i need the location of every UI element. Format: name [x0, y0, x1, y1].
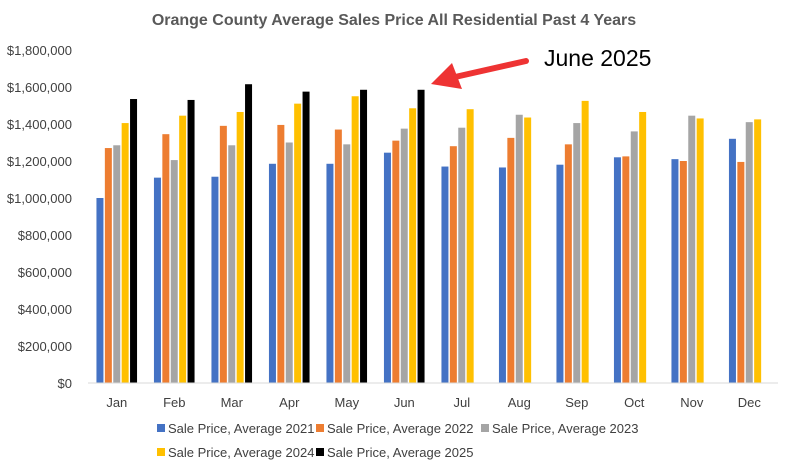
bar-apr-series-3 — [285, 142, 293, 383]
bar-may-series-2 — [334, 129, 342, 383]
bar-may-series-4 — [351, 96, 359, 383]
bar-mar-series-3 — [228, 145, 236, 383]
bar-may-series-5 — [360, 89, 368, 383]
legend: Sale Price, Average 2021 Sale Price, Aver… — [157, 421, 638, 460]
x-tick-label: Jun — [394, 395, 415, 410]
y-tick-label: $0 — [58, 376, 72, 391]
bar-nov-series-3 — [688, 115, 696, 384]
bar-dec-series-2 — [737, 161, 745, 383]
bar-mar-series-1 — [211, 176, 219, 383]
x-tick-label: Jan — [106, 395, 127, 410]
bar-sep-series-1 — [556, 164, 564, 383]
bar-mar-series-2 — [219, 125, 227, 383]
bar-may-series-3 — [343, 144, 351, 383]
bar-apr-series-1 — [268, 163, 276, 383]
bar-feb-series-3 — [170, 160, 178, 383]
bar-jul-series-1 — [441, 166, 449, 383]
bar-nov-series-1 — [671, 159, 679, 383]
bar-feb-series-5 — [187, 99, 195, 383]
y-tick-label: $1,400,000 — [7, 117, 72, 132]
bar-feb-series-4 — [179, 115, 187, 384]
bar-jun-series-5 — [417, 89, 425, 383]
legend-swatch — [316, 448, 324, 456]
annotation-arrow-head — [431, 63, 462, 89]
bar-aug-series-4 — [524, 117, 532, 384]
legend-swatch — [157, 448, 165, 456]
x-tick-label: Apr — [279, 395, 300, 410]
bar-jan-series-5 — [130, 99, 138, 383]
bar-dec-series-4 — [754, 119, 762, 384]
bar-oct-series-1 — [613, 157, 621, 383]
legend-swatch — [481, 424, 489, 432]
legend-label: Sale Price, Average 2025 — [327, 445, 473, 460]
annotation: June 2025 — [431, 45, 651, 89]
x-tick-label: Aug — [508, 395, 531, 410]
x-tick-label: May — [335, 395, 360, 410]
y-axis: $0 $200,000 $400,000 $600,000 $800,000 $1,000… — [7, 43, 72, 391]
bar-dec-series-3 — [745, 122, 753, 384]
bar-dec-series-1 — [728, 138, 736, 383]
bar-oct-series-3 — [630, 131, 638, 383]
bar-aug-series-3 — [515, 114, 523, 383]
bar-nov-series-4 — [696, 118, 704, 383]
bar-oct-series-4 — [639, 111, 647, 383]
x-tick-label: Mar — [221, 395, 244, 410]
y-tick-label: $1,000,000 — [7, 191, 72, 206]
bar-oct-series-2 — [622, 156, 630, 384]
bar-jul-series-4 — [466, 109, 474, 383]
y-tick-label: $1,600,000 — [7, 80, 72, 95]
chart-title: Orange County Average Sales Price All Re… — [152, 12, 636, 29]
y-tick-label: $800,000 — [18, 228, 72, 243]
bar-jan-series-3 — [113, 145, 121, 383]
bar-feb-series-1 — [153, 177, 161, 383]
x-tick-label: Dec — [738, 395, 762, 410]
bar-feb-series-2 — [162, 134, 170, 383]
legend-label: Sale Price, Average 2023 — [492, 421, 638, 436]
bar-jun-series-3 — [400, 128, 408, 383]
bars — [96, 84, 762, 384]
x-tick-label: Jul — [453, 395, 470, 410]
bar-jan-series-4 — [121, 123, 129, 383]
y-tick-label: $600,000 — [18, 265, 72, 280]
y-tick-label: $1,800,000 — [7, 43, 72, 58]
x-tick-label: Feb — [163, 395, 185, 410]
x-tick-label: Nov — [680, 395, 704, 410]
bar-sep-series-4 — [581, 100, 589, 384]
bar-mar-series-5 — [245, 84, 253, 383]
bar-aug-series-2 — [507, 137, 515, 383]
bar-jun-series-4 — [409, 108, 417, 383]
bar-sep-series-3 — [573, 123, 581, 383]
annotation-label: June 2025 — [544, 45, 651, 71]
bar-sep-series-2 — [564, 144, 572, 383]
legend-swatch — [316, 424, 324, 432]
bar-aug-series-1 — [498, 167, 506, 383]
bar-apr-series-2 — [277, 124, 285, 384]
bar-jun-series-1 — [383, 152, 391, 383]
bar-jul-series-2 — [449, 146, 457, 383]
bar-mar-series-4 — [236, 111, 244, 383]
annotation-arrow — [452, 58, 529, 80]
bar-jul-series-3 — [458, 127, 466, 383]
x-tick-label: Oct — [624, 395, 645, 410]
y-tick-label: $400,000 — [18, 302, 72, 317]
bar-nov-series-2 — [679, 161, 687, 383]
bar-jan-series-2 — [104, 148, 112, 383]
bar-jun-series-2 — [392, 140, 400, 383]
bar-apr-series-4 — [294, 103, 302, 384]
bar-apr-series-5 — [302, 91, 310, 384]
legend-label: Sale Price, Average 2024 — [168, 445, 314, 460]
y-tick-label: $200,000 — [18, 339, 72, 354]
x-axis: Jan Feb Mar Apr May Jun Jul Aug Sep Oct Nov Dec — [106, 395, 761, 410]
legend-label: Sale Price, Average 2021 — [168, 421, 314, 436]
x-tick-label: Sep — [565, 395, 588, 410]
bar-may-series-1 — [326, 163, 334, 383]
legend-swatch — [157, 424, 165, 432]
legend-label: Sale Price, Average 2022 — [327, 421, 473, 436]
y-tick-label: $1,200,000 — [7, 154, 72, 169]
bar-jan-series-1 — [96, 198, 104, 383]
